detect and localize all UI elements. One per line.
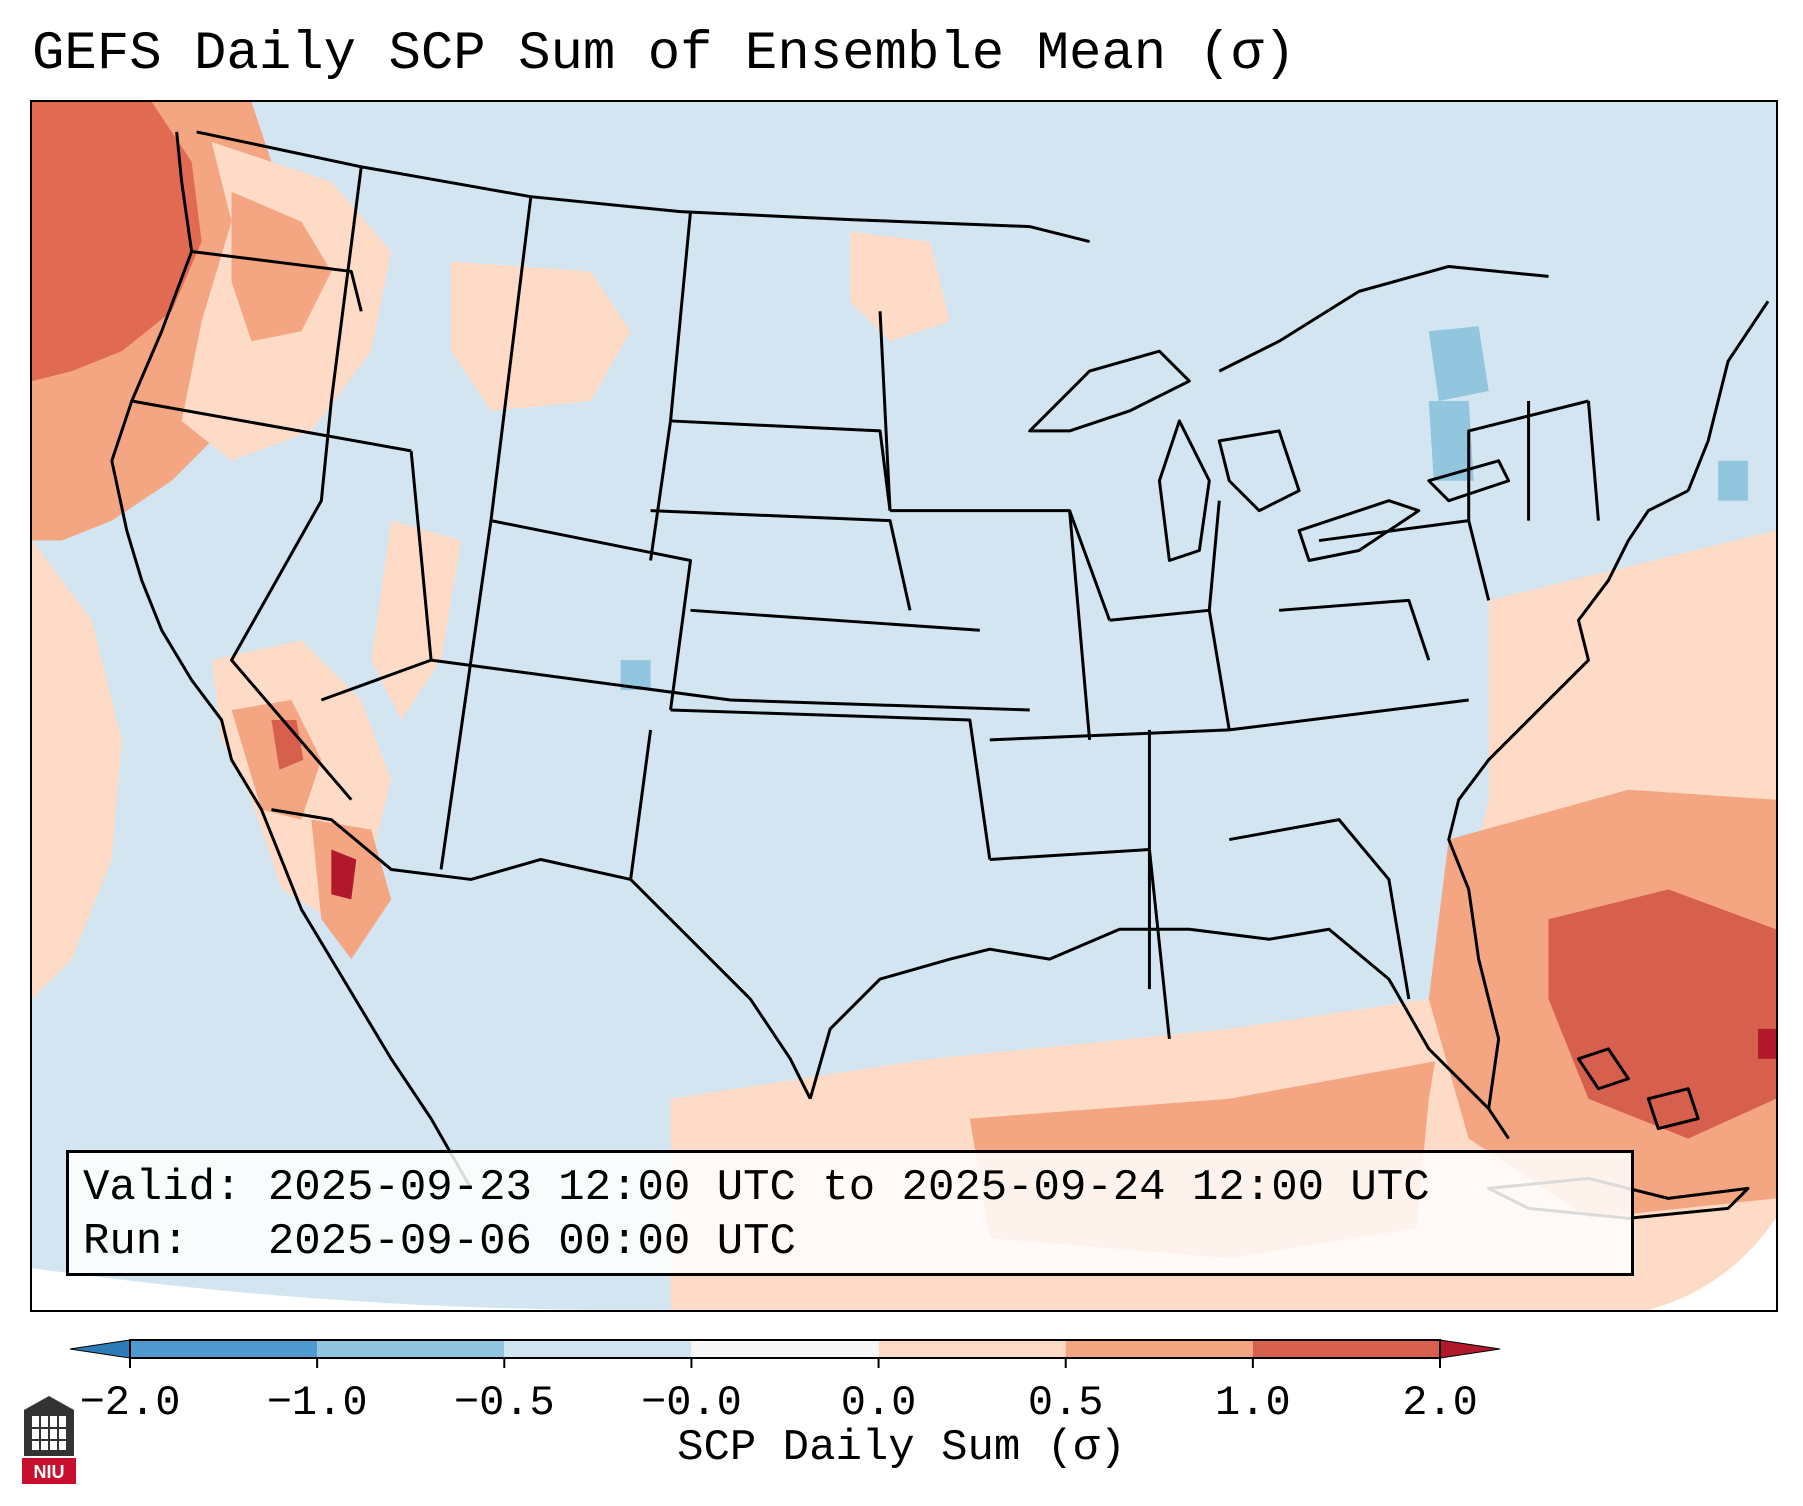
colorbar-extend-low	[69, 1339, 131, 1359]
anomaly-patch	[32, 540, 122, 1000]
state-line	[670, 419, 892, 511]
state-line	[629, 729, 653, 880]
colorbar-tick-label: −1.0	[267, 1379, 368, 1427]
state-line	[490, 519, 692, 711]
island	[1646, 1087, 1700, 1131]
colorbar-segment	[130, 1340, 318, 1358]
colorbar-label: SCP Daily Sum (σ)	[677, 1423, 1126, 1473]
state-line	[670, 708, 992, 860]
state-line	[649, 211, 692, 561]
island	[1576, 1047, 1630, 1091]
colorbar-segment	[317, 1340, 505, 1358]
colorbar-tick-label: −0.5	[454, 1379, 555, 1427]
state-line	[439, 659, 473, 870]
country-border	[271, 808, 812, 1100]
valid-run-info-box: Valid: 2025-09-23 12:00 UTC to 2025-09-2…	[66, 1150, 1634, 1276]
great-lake	[1427, 459, 1511, 503]
valid-time-text: Valid: 2025-09-23 12:00 UTC to 2025-09-2…	[83, 1163, 1430, 1213]
state-line	[230, 166, 363, 801]
colorbar-tick-label: −2.0	[80, 1379, 181, 1427]
state-line	[1109, 608, 1231, 731]
coastline	[1686, 300, 1770, 492]
anomaly-patch	[1718, 460, 1749, 501]
university-logo-icon: NIU	[22, 1396, 76, 1484]
colorbar-tick-label: 2.0	[1402, 1379, 1478, 1427]
coastline	[110, 131, 473, 1190]
state-line	[430, 658, 1030, 712]
state-line	[989, 848, 1171, 1040]
state-line	[1207, 500, 1221, 611]
state-boundaries	[110, 130, 1770, 1220]
state-line	[1279, 598, 1431, 661]
coastline	[1447, 489, 1689, 890]
great-lake	[1157, 419, 1211, 562]
map-frame[interactable]	[30, 100, 1778, 1312]
state-line	[1229, 698, 1469, 732]
logo-text: NIU	[34, 1462, 65, 1482]
map-canvas[interactable]	[32, 102, 1776, 1310]
anomaly-patch	[1548, 889, 1776, 1139]
run-time-text: Run: 2025-09-06 00:00 UTC	[83, 1217, 796, 1267]
colorbar-segment	[1252, 1340, 1440, 1358]
anomaly-patch	[451, 261, 631, 411]
coastline	[808, 927, 1510, 1140]
colorbar-tick-label: 0.0	[841, 1379, 917, 1427]
anomaly-patch	[1428, 326, 1489, 402]
map-title: GEFS Daily SCP Sum of Ensemble Mean (σ)	[32, 24, 1296, 85]
state-line	[191, 250, 363, 312]
anomaly-patch	[1758, 1028, 1776, 1059]
anomaly-patch	[331, 849, 357, 900]
state-line	[690, 608, 980, 632]
state-line	[1467, 399, 1589, 521]
state-line	[1586, 400, 1600, 521]
great-lake	[1297, 499, 1421, 562]
colorbar-extend-high	[1439, 1339, 1501, 1359]
anomaly-patch	[231, 191, 332, 342]
state-line	[878, 311, 892, 511]
colorbar-segment	[691, 1340, 879, 1358]
state-line	[989, 728, 1230, 742]
colorbar-outline	[129, 1339, 1441, 1359]
state-line	[1318, 519, 1491, 601]
colorbar-tick-label: 0.5	[1028, 1379, 1104, 1427]
country-border	[1218, 264, 1549, 373]
anomaly-patch	[231, 700, 322, 820]
state-line	[1068, 510, 1092, 741]
colorbar-tick-label: −0.0	[641, 1379, 742, 1427]
colorbar-tick-label: 1.0	[1215, 1379, 1291, 1427]
coastline	[1467, 889, 1501, 1109]
colorbar: −2.0 −1.0 −0.5 −0.0 0.0 0.5 1.0 2.0	[69, 1339, 1501, 1427]
anomaly-patch	[850, 231, 950, 342]
state-line	[131, 399, 412, 453]
state-line	[650, 509, 912, 611]
anomaly-patch	[620, 660, 651, 691]
anomaly-patch	[1428, 401, 1474, 481]
map-edge	[1648, 1218, 1776, 1310]
colorbar-segment	[1065, 1340, 1253, 1358]
state-line	[1228, 818, 1411, 1000]
great-lake	[1217, 429, 1301, 513]
colorbar-segment	[878, 1340, 1066, 1358]
anomaly-patch	[32, 102, 202, 382]
colorbar-segment	[504, 1340, 692, 1358]
map-edge	[32, 1268, 631, 1310]
anomaly-patch	[371, 520, 462, 720]
great-lake	[1028, 349, 1191, 433]
